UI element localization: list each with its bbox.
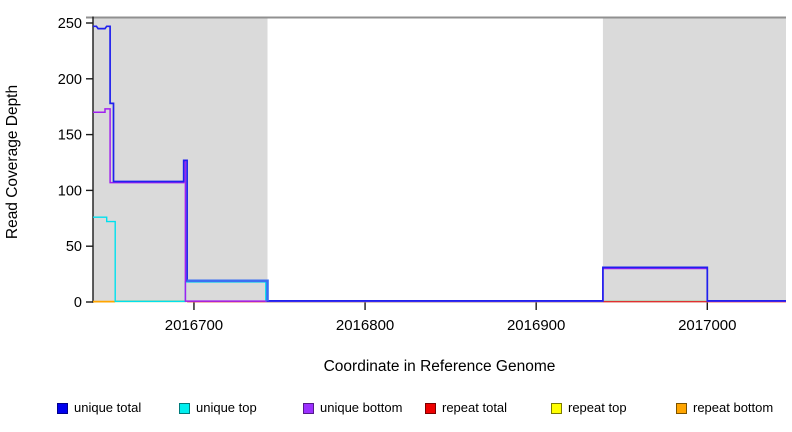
y-tick-label: 0 (74, 295, 82, 311)
y-tick-label: 50 (66, 239, 82, 255)
legend: unique total unique top unique bottom repea… (0, 400, 792, 422)
y-axis-title: Read Coverage Depth (4, 84, 21, 240)
repeat-region-shading (93, 18, 786, 302)
x-tick-label: 2017000 (678, 317, 736, 334)
legend-swatch-icon (676, 403, 687, 414)
series-unique-total-repeat-region-emphasis- (187, 279, 269, 301)
y-tick-label: 250 (58, 16, 82, 32)
series-unique-top (93, 216, 603, 303)
legend-label: repeat total (442, 400, 508, 415)
x-tick-label: 2016700 (165, 317, 223, 334)
legend-swatch-icon (551, 403, 562, 414)
legend-label: unique bottom (320, 400, 403, 415)
coverage-series-lines (93, 25, 786, 303)
y-tick-label: 100 (58, 183, 82, 199)
x-tick-label: 2016800 (336, 317, 394, 334)
legend-label: unique top (196, 400, 257, 415)
legend-label: repeat bottom (693, 400, 774, 415)
legend-label: unique total (74, 400, 142, 415)
legend-swatch-icon (57, 403, 68, 414)
x-axis-title: Coordinate in Reference Genome (323, 358, 556, 375)
legend-swatch-icon (303, 403, 314, 414)
legend-label: repeat top (568, 400, 627, 415)
legend-swatch-icon (425, 403, 436, 414)
y-axis: 0 50 100 150 200 250 (58, 16, 94, 311)
y-tick-label: 200 (58, 72, 82, 88)
x-axis: 2016700 2016800 2016900 2017000 (165, 302, 736, 334)
x-tick-label: 2016900 (507, 317, 565, 334)
repeat-region-left (93, 18, 268, 302)
repeat-region-right (602, 18, 786, 302)
y-tick-label: 150 (58, 128, 82, 144)
legend-swatch-icon (179, 403, 190, 414)
series-unique-total (93, 25, 786, 302)
